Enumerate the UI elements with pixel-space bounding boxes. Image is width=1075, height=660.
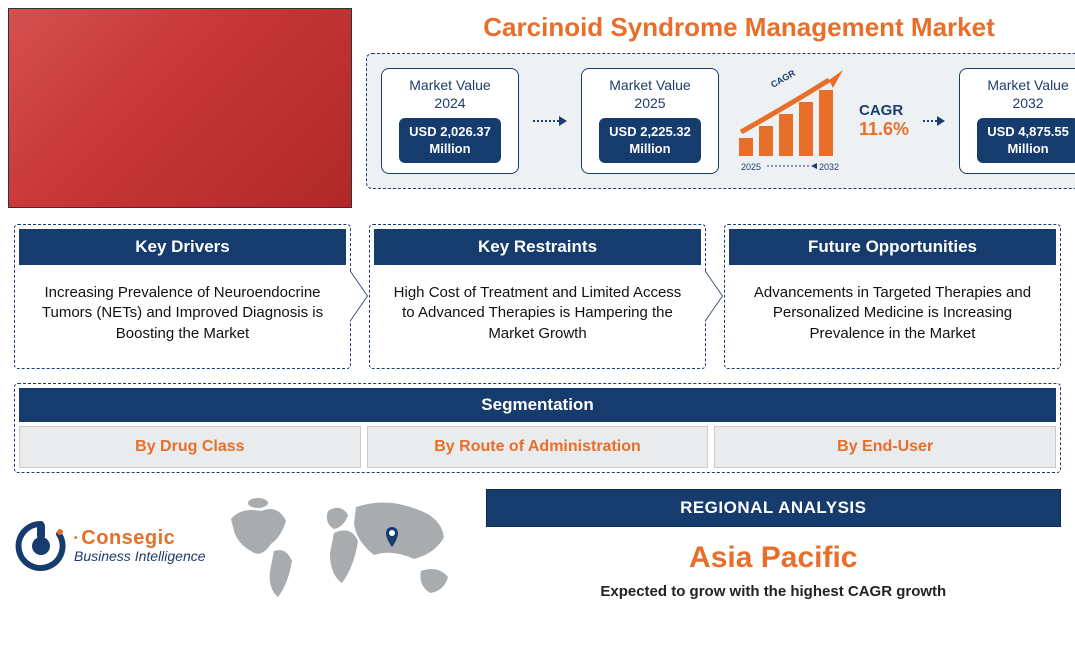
info-box-drivers: Key Drivers Increasing Prevalence of Neu… (14, 224, 351, 369)
market-value-label: Market Value 2025 (609, 77, 690, 112)
segmentation-item: By End-User (714, 426, 1056, 468)
svg-text:CAGR: CAGR (769, 68, 797, 90)
segmentation-items: By Drug Class By Route of Administration… (19, 426, 1056, 468)
market-value-amount: USD 2,026.37 Million (399, 118, 501, 163)
cagr-start-year: 2025 (741, 162, 761, 172)
top-row: photo Carcinoid Syndrome Management Mark… (0, 0, 1075, 218)
cagr-chart-icon: CAGR 2025 2032 (733, 66, 853, 176)
market-value-card-2032: Market Value 2032 USD 4,875.55 Million (959, 68, 1075, 174)
cagr-block: CAGR 2025 2032 CAGR 11.6% (733, 66, 909, 176)
info-body: Increasing Prevalence of Neuroendocrine … (19, 275, 346, 364)
market-value-card-2025: Market Value 2025 USD 2,225.32 Million (581, 68, 719, 174)
info-heading: Key Restraints (374, 229, 701, 265)
segmentation: Segmentation By Drug Class By Route of A… (14, 383, 1061, 473)
company-logo: Consegic Business Intelligence (14, 489, 206, 573)
segmentation-heading: Segmentation (19, 388, 1056, 422)
regional-region: Asia Pacific (486, 541, 1061, 575)
logo-mark-icon (14, 519, 68, 573)
bottom-row: Consegic Business Intelligence REGIONAL … (0, 483, 1075, 619)
regional-analysis: REGIONAL ANALYSIS Asia Pacific Expected … (476, 489, 1061, 600)
market-value-label: Market Value 2032 (987, 77, 1068, 112)
regional-heading: REGIONAL ANALYSIS (486, 489, 1061, 527)
top-right: Carcinoid Syndrome Management Market Mar… (366, 8, 1075, 208)
world-map (216, 489, 466, 619)
regional-note: Expected to grow with the highest CAGR g… (486, 583, 1061, 600)
info-box-restraints: Key Restraints High Cost of Treatment an… (369, 224, 706, 369)
info-heading: Key Drivers (19, 229, 346, 265)
page-title: Carcinoid Syndrome Management Market (366, 8, 1075, 53)
world-map-icon (216, 489, 466, 619)
cagr-value: 11.6% (859, 119, 909, 140)
market-value-amount: USD 4,875.55 Million (977, 118, 1075, 163)
arrow-icon (533, 117, 567, 125)
info-body: High Cost of Treatment and Limited Acces… (374, 275, 701, 364)
cagr-label: CAGR (859, 102, 909, 119)
condition-image: photo (8, 8, 352, 208)
logo-text: Consegic Business Intelligence (74, 527, 206, 564)
market-value-card-2024: Market Value 2024 USD 2,026.37 Million (381, 68, 519, 174)
cagr-end-year: 2032 (819, 162, 839, 172)
company-name: Consegic (74, 527, 206, 550)
cagr-text: CAGR 11.6% (859, 102, 909, 140)
info-heading: Future Opportunities (729, 229, 1056, 265)
info-box-opportunities: Future Opportunities Advancements in Tar… (724, 224, 1061, 369)
market-value-label: Market Value 2024 (409, 77, 490, 112)
segmentation-item: By Drug Class (19, 426, 361, 468)
info-body: Advancements in Targeted Therapies and P… (729, 275, 1056, 364)
info-row: Key Drivers Increasing Prevalence of Neu… (0, 218, 1075, 379)
arrow-icon (923, 117, 945, 125)
company-tagline: Business Intelligence (74, 548, 206, 564)
market-value-bar: Market Value 2024 USD 2,026.37 Million M… (366, 53, 1075, 189)
market-value-amount: USD 2,225.32 Million (599, 118, 701, 163)
segmentation-item: By Route of Administration (367, 426, 709, 468)
